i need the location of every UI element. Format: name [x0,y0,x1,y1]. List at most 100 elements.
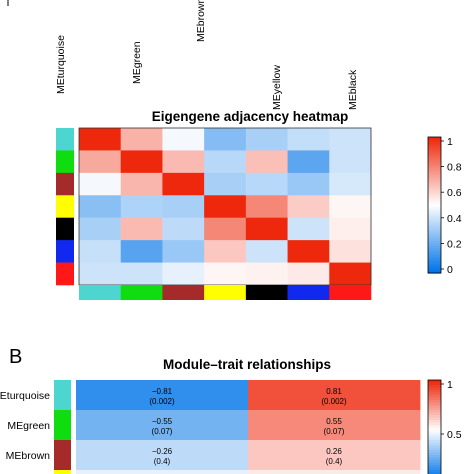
adjacency-colorbar-segment [428,189,441,192]
module-trait-colorbar-segment [428,380,441,384]
adjacency-cell [162,195,205,219]
adjacency-colorbar-segment [428,177,441,181]
module-trait-colorbar-segment [428,415,441,419]
adjacency-row-color-swatch [56,217,74,241]
adjacency-cell [329,240,372,263]
module-trait-cell [76,470,248,474]
adjacency-cell [79,195,122,219]
adjacency-colorbar-segment [428,211,441,215]
adjacency-colorbar-segment [428,243,441,247]
adjacency-column-color-swatch [287,285,330,300]
adjacency-colorbar-segment [428,143,441,147]
adjacency-colorbar-tick-label: 1 [447,136,453,148]
adjacency-colorbar-segment [428,236,441,240]
adjacency-colorbar-segment [428,232,441,236]
adjacency-cell [329,128,372,151]
adjacency-cell [287,172,330,196]
module-trait-colorbar-segment [428,402,441,406]
adjacency-colorbar-tick-label: 0.2 [447,238,462,250]
module-trait-colorbar-segment [428,440,441,444]
module-trait-colorbar-segment [428,437,441,441]
adjacency-column-color-swatch [245,285,288,300]
module-trait-cell [248,410,421,441]
module-trait-cell [248,380,421,411]
adjacency-cell [162,150,205,174]
adjacency-cell [79,128,122,151]
adjacency-cell [287,128,330,151]
adjacency-cell [287,217,330,241]
adjacency-colorbar-frame [427,136,442,274]
adjacency-cell [79,217,122,241]
adjacency-row-color-swatch [56,240,74,263]
adjacency-heatmap-title: Eigengene adjacency heatmap [152,109,349,124]
adjacency-colorbar-segment [428,157,441,161]
module-trait-colorbar-segment [428,445,441,449]
module-trait-cell [76,380,249,411]
module-trait-cell-pvalue: (0.07) [324,427,345,436]
module-trait-colorbar-segment [428,430,441,434]
adjacency-colorbar-segment [428,259,441,263]
module-trait-colorbar-segment [428,432,441,436]
module-trait-row-label: MEbrown [6,450,51,462]
module-trait-colorbar-segment [428,397,441,401]
adjacency-colorbar-segment [428,205,441,208]
module-trait-cell-pvalue: (0.4) [154,457,171,466]
module-trait-colorbar-segment [428,462,441,466]
adjacency-cell [204,128,247,151]
dendrogram-panel: 0.MEturquoiseMEgreenMEbrownMEyellowMEbla… [7,0,359,110]
module-trait-cell-correlation: 0.81 [326,387,342,396]
adjacency-cell [162,240,205,263]
adjacency-cell [329,262,372,286]
adjacency-colorbar-segment [428,263,441,267]
module-trait-cell-pvalue: (0.002) [149,397,175,406]
adjacency-column-color-swatch [162,285,205,300]
module-trait-colorbar-segment [428,450,441,454]
adjacency-cell [120,128,163,151]
adjacency-cell [204,217,247,241]
adjacency-colorbar-segment [428,186,441,190]
adjacency-colorbar-segment [428,155,441,158]
adjacency-cell [329,195,372,219]
adjacency-colorbar-segment [428,200,441,204]
module-trait-colorbar-segment [428,412,441,416]
adjacency-colorbar-segment [428,159,441,163]
adjacency-colorbar-segment [428,254,441,258]
module-trait-colorbar-segment [428,392,441,396]
module-trait-row-labels: MEturquoise MEgreen MEbrown [0,390,50,462]
adjacency-colorbar-tick-label: 0.8 [447,162,462,174]
adjacency-cell [120,195,163,219]
adjacency-colorbar-segment [428,148,441,152]
adjacency-colorbar-segment [428,266,441,270]
module-trait-cell-correlation: −0.81 [152,387,173,396]
adjacency-cell [120,262,163,286]
module-trait-colorbar-segment [428,420,441,424]
adjacency-cell [245,240,288,263]
adjacency-colorbar-segment [428,139,441,143]
adjacency-colorbar-segment [428,150,441,154]
adjacency-cell [204,262,247,286]
module-trait-colorbar-segment [428,395,441,399]
adjacency-colorbar-segment [428,146,441,149]
module-trait-row-color-bar [54,380,71,474]
adjacency-colorbar-segment [428,270,441,274]
adjacency-column-color-swatch [204,285,247,300]
adjacency-colorbar-segment [428,164,441,168]
adjacency-colorbar-segment [428,209,441,213]
module-trait-cell-pvalue: (0.07) [152,427,173,436]
dendrogram-label: MEturquoise [55,35,67,94]
module-trait-colorbar-segment [428,460,441,464]
adjacency-colorbar-segment [428,214,441,217]
adjacency-cell [287,262,330,286]
adjacency-colorbar-segment [428,202,441,206]
adjacency-heatmap-cells [78,127,372,286]
module-trait-cell-pvalue: (0.002) [321,397,347,406]
module-trait-row-color-swatch [54,380,71,410]
module-trait-colorbar-segment [428,455,441,459]
adjacency-colorbar-segment [428,166,441,170]
adjacency-colorbar-segment [428,257,441,260]
adjacency-cell [245,128,288,151]
adjacency-cell [245,262,288,286]
module-trait-colorbar-segment [428,472,441,474]
adjacency-cell [79,240,122,263]
adjacency-cell [162,262,205,286]
